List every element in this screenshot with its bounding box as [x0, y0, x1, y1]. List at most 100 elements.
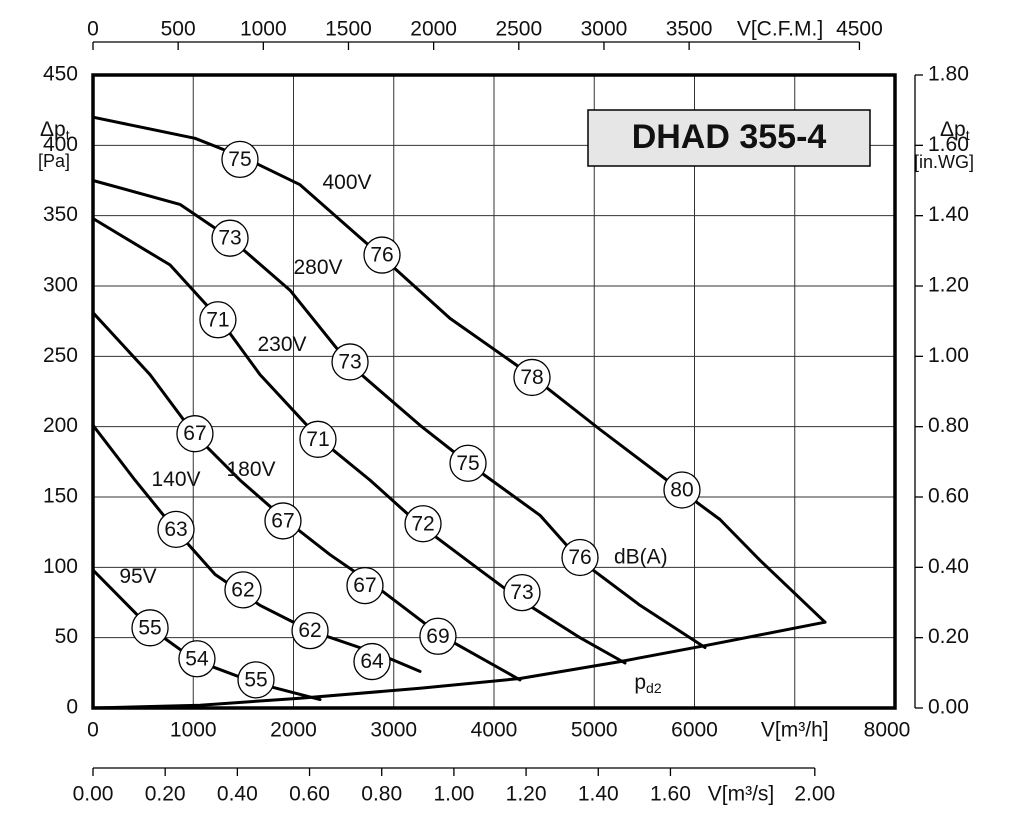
sound-marker: [221, 140, 259, 179]
sound-marker: [561, 538, 599, 577]
y-label: Δpt: [40, 118, 70, 143]
sound-label: 75: [228, 148, 251, 171]
y2-tick-label: 0.20: [928, 625, 969, 648]
sound-label: 76: [370, 244, 393, 267]
curve-label: pd2: [634, 671, 661, 696]
y-tick-label: 150: [43, 485, 78, 508]
x2-tick-label: 4500: [836, 18, 883, 41]
y-tick-label: 100: [43, 555, 78, 578]
x-tick-label: 6000: [671, 719, 718, 742]
x-tick-label: 8000: [864, 719, 911, 742]
y-tick-label: 50: [55, 625, 78, 648]
sound-marker: [419, 617, 457, 655]
curve-label: 400V: [322, 171, 371, 194]
sound-label: 62: [231, 578, 254, 601]
y2-tick-label: 1.80: [928, 63, 969, 86]
sound-marker: [503, 574, 541, 612]
sound-marker: [353, 642, 391, 681]
sound-label: 63: [164, 518, 187, 541]
curve-label-sub: d2: [646, 680, 662, 696]
sound-unit: dB(A): [614, 546, 668, 569]
x2-tick-label: 3000: [581, 18, 628, 41]
sound-marker: [176, 415, 214, 453]
sound-label: 67: [271, 509, 294, 532]
x3-tick-label: 0.20: [145, 783, 186, 806]
sound-marker: [331, 343, 369, 381]
y-label-unit: [Pa]: [38, 151, 70, 171]
sound-label: 73: [510, 581, 533, 604]
y2-tick-label: 1.00: [928, 344, 969, 367]
x2-tick-label: 1000: [240, 18, 287, 41]
curve: [91, 179, 707, 649]
sound-label: 80: [670, 479, 693, 502]
x3-tick-label: 0.80: [361, 783, 402, 806]
sound-marker: [157, 510, 195, 549]
x2-tick-label: 1500: [325, 18, 372, 41]
x3-label: V[m³/s]: [708, 783, 775, 806]
sound-marker: [346, 566, 384, 605]
title-box: [587, 109, 871, 167]
sound-label: 67: [183, 422, 206, 445]
sound-label: 72: [411, 512, 434, 535]
x-tick-label: V[m³/h]: [761, 719, 829, 742]
x2-tick-label: 2000: [410, 18, 457, 41]
x3-tick-label: 0.40: [217, 783, 258, 806]
sound-label: 67: [353, 574, 376, 597]
sound-label: 64: [360, 650, 384, 673]
y-tick-label: 400: [43, 133, 78, 156]
x2-tick-label: 3500: [666, 18, 713, 41]
curve-label: 280V: [293, 256, 342, 279]
sound-marker: [449, 444, 487, 482]
plot-frame: [91, 73, 897, 710]
curve-label-name: 230V: [257, 333, 306, 356]
x2-tick-label: 0: [87, 18, 99, 41]
y-tick-label: 300: [43, 274, 78, 297]
curve-label: 95V: [119, 565, 156, 588]
x-tick-label: 3000: [370, 719, 417, 742]
curve-label: 140V: [151, 468, 200, 491]
sound-label: 55: [244, 668, 267, 691]
y2-label-main: Δp: [940, 118, 966, 141]
sound-marker: [513, 358, 551, 397]
y-tick-label: 0: [66, 696, 78, 719]
curve-label: 230V: [257, 333, 306, 356]
chart-title: DHAD 355-4: [632, 118, 827, 156]
sound-marker: [663, 471, 701, 509]
y-tick-label: 250: [43, 344, 78, 367]
y-tick-label: 350: [43, 203, 78, 226]
y-label-sub: t: [66, 127, 70, 143]
sound-marker: [363, 236, 401, 274]
y-tick-label: 450: [43, 63, 78, 86]
x-tick-label: 5000: [571, 719, 618, 742]
sound-label: 71: [306, 428, 329, 451]
sound-marker: [291, 611, 329, 650]
sound-marker: [211, 219, 249, 257]
x-tick-label: 2000: [270, 719, 317, 742]
sound-label: 55: [138, 616, 161, 639]
y2-tick-label: 0.00: [928, 696, 969, 719]
sound-marker: [404, 505, 442, 543]
sound-marker: [178, 640, 216, 678]
x3-tick-label: 2.00: [794, 783, 835, 806]
sound-label: 71: [206, 308, 229, 331]
x3-tick-label: 1.60: [650, 783, 691, 806]
sound-label: 73: [338, 351, 361, 374]
sound-label: 69: [426, 625, 449, 648]
y2-label-unit: [in.WG]: [914, 152, 974, 172]
x3-tick-label: 0.60: [289, 783, 330, 806]
x-tick-label: 0: [87, 719, 99, 742]
curve-label-name: p: [634, 671, 646, 694]
x3-tick-label: 1.20: [506, 783, 547, 806]
sound-marker: [224, 571, 262, 609]
sound-label: 62: [298, 619, 321, 642]
y2-label: Δpt: [940, 118, 970, 143]
curve-label-name: 180V: [226, 458, 275, 481]
sound-label: 76: [568, 546, 591, 569]
sound-label: 78: [520, 366, 543, 389]
y2-tick-label: 1.40: [928, 203, 969, 226]
sound-label: 73: [218, 227, 241, 250]
x2-tick-label: 500: [161, 18, 196, 41]
y2-label-sub: t: [966, 127, 970, 143]
